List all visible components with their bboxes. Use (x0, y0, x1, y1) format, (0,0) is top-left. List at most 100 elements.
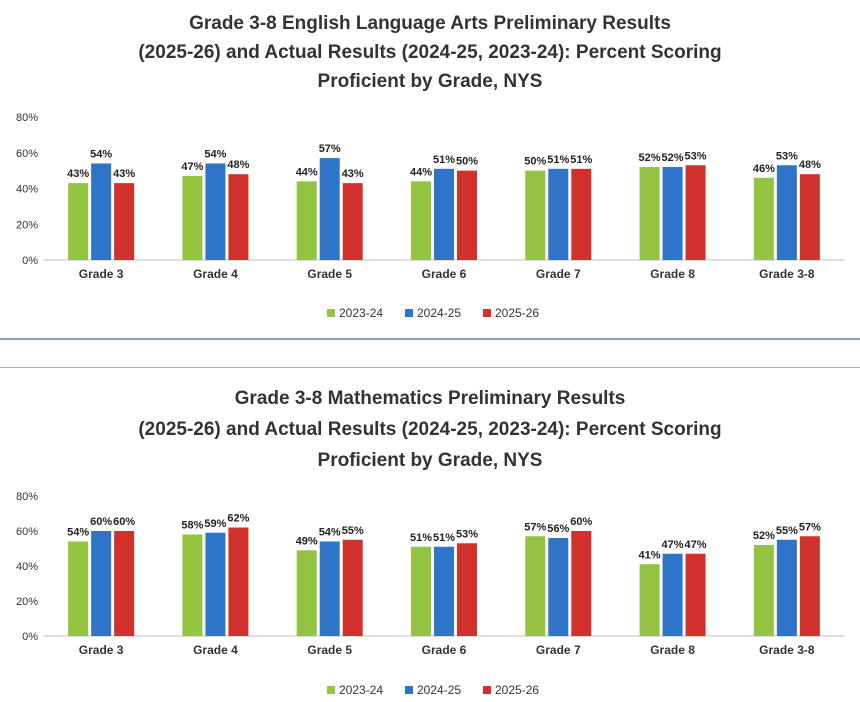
ela-category-label: Grade 3 (79, 267, 124, 281)
ela-data-label: 43% (67, 168, 89, 180)
math-bar (571, 531, 592, 636)
ela-title-line-1: Grade 3-8 English Language Arts Prelimin… (189, 13, 671, 34)
ela-data-label: 53% (685, 150, 707, 162)
ela-data-label: 43% (113, 168, 135, 180)
math-data-label: 58% (181, 520, 203, 532)
math-data-label: 62% (227, 513, 249, 525)
ela-y-tick-label: 20% (16, 219, 38, 231)
math-bar (182, 534, 203, 636)
ela-chart-title: Grade 3-8 English Language Arts Prelimin… (0, 9, 860, 96)
math-category-label: Grade 6 (422, 643, 467, 657)
ela-legend-swatch (483, 309, 491, 317)
ela-bar (319, 158, 340, 260)
math-y-tick-label: 0% (22, 631, 38, 643)
math-data-label: 54% (319, 527, 341, 539)
ela-bar (114, 183, 135, 260)
math-y-tick-label: 20% (16, 596, 38, 608)
ela-bar (457, 170, 477, 260)
ela-data-label: 43% (342, 168, 364, 180)
ela-legend-swatch (327, 309, 335, 317)
ela-y-tick-label: 60% (16, 148, 38, 160)
math-bar (799, 536, 820, 636)
math-bar (685, 553, 706, 636)
math-bar (228, 527, 249, 636)
math-category-label: Grade 5 (307, 643, 352, 657)
math-data-label: 57% (524, 521, 546, 533)
ela-data-label: 51% (547, 154, 569, 166)
math-legend-label: 2023-24 (339, 683, 383, 697)
ela-legend-label: 2023-24 (339, 306, 383, 320)
ela-data-label: 48% (227, 159, 249, 171)
math-data-label: 49% (296, 535, 318, 547)
math-data-label: 47% (685, 539, 707, 551)
math-category-label: Grade 4 (193, 643, 238, 657)
ela-bar (571, 168, 592, 260)
ela-y-tick-label: 0% (22, 255, 38, 267)
ela-category-label: Grade 5 (307, 267, 352, 281)
math-data-label: 57% (799, 521, 821, 533)
math-legend-swatch (483, 686, 491, 694)
ela-title-line-2: (2025-26) and Actual Results (2024-25, 2… (138, 42, 722, 63)
ela-category-label: Grade 4 (193, 267, 238, 281)
ela-bar (776, 165, 797, 260)
ela-bar (525, 170, 546, 260)
ela-data-label: 44% (296, 166, 318, 178)
ela-bar (228, 174, 249, 260)
ela-data-label: 50% (524, 156, 546, 168)
ela-y-tick-label: 40% (16, 184, 38, 196)
math-y-tick-label: 80% (16, 491, 38, 503)
ela-bar (91, 163, 112, 260)
math-category-label: Grade 7 (536, 643, 581, 657)
math-bar (776, 539, 797, 636)
ela-category-label: Grade 3-8 (759, 267, 815, 281)
math-bar (434, 546, 454, 636)
math-chart-panel: Grade 3-8 Mathematics Preliminary Result… (0, 341, 860, 702)
ela-bar (411, 181, 431, 260)
ela-bar (548, 168, 569, 260)
math-bar-chart: 0%20%40%60%80%Grade 354%60% 60%Grade 458%… (16, 491, 844, 697)
math-chart-title: Grade 3-8 Mathematics Preliminary Result… (0, 383, 860, 476)
ela-data-label: 47% (181, 161, 203, 173)
ela-category-label: Grade 8 (650, 267, 695, 281)
math-title-line-3: Proficient by Grade, NYS (317, 450, 543, 471)
math-category-label: Grade 3 (79, 643, 124, 657)
ela-data-label: 51% (433, 154, 455, 166)
math-data-label: 47% (662, 539, 684, 551)
math-data-label: 56% (547, 523, 569, 535)
chart-divider-thin (0, 367, 860, 368)
math-bar (548, 538, 569, 636)
ela-data-label: 54% (90, 148, 112, 160)
ela-bar-chart: 0%20%40%60%80%Grade 343%54%43%Grade 447%… (16, 112, 844, 320)
ela-legend-label: 2024-25 (417, 306, 461, 320)
math-bar (525, 536, 546, 636)
ela-bar (68, 183, 89, 260)
math-bar (457, 543, 477, 636)
ela-data-label: 57% (319, 143, 341, 155)
ela-data-label: 52% (639, 152, 661, 164)
math-category-label: Grade 8 (650, 643, 695, 657)
math-data-label: 51% (410, 532, 432, 544)
math-title-line-1: Grade 3-8 Mathematics Preliminary Result… (234, 388, 626, 409)
math-data-label: 51% (433, 532, 455, 544)
ela-bar (685, 165, 706, 260)
math-bar (411, 546, 431, 636)
ela-bar (639, 167, 660, 260)
ela-y-tick-label: 80% (16, 112, 38, 124)
math-title-line-2: (2025-26) and Actual Results (2024-25, 2… (138, 419, 722, 440)
math-data-label: 60% (90, 516, 112, 528)
ela-title-line-3: Proficient by Grade, NYS (317, 71, 543, 92)
math-data-label: 52% (753, 530, 775, 542)
math-data-label: 41% (639, 549, 661, 561)
math-data-label: 59% (204, 518, 226, 530)
ela-data-label: 50% (456, 156, 478, 168)
ela-data-label: 52% (662, 152, 684, 164)
ela-bar (662, 167, 683, 260)
ela-bar (205, 163, 226, 260)
math-y-tick-label: 40% (16, 561, 38, 573)
ela-legend-label: 2025-26 (495, 306, 539, 320)
ela-bar (434, 168, 454, 260)
ela-bar (182, 175, 203, 260)
math-bar (319, 541, 340, 636)
ela-chart-panel: Grade 3-8 English Language Arts Prelimin… (0, 0, 860, 338)
math-bar (662, 553, 683, 636)
